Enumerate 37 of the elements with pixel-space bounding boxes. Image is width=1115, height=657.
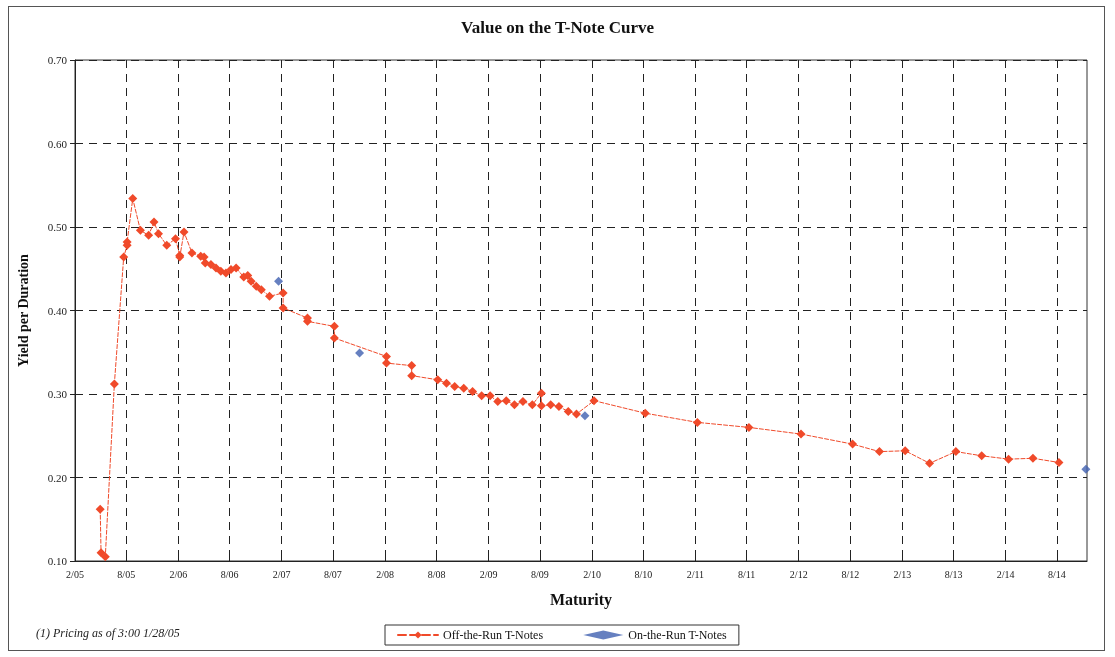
chart-title: Value on the T-Note Curve — [461, 18, 655, 37]
x-tick-label: 8/09 — [531, 568, 549, 580]
point — [580, 411, 590, 421]
x-tick-label: 2/13 — [893, 568, 912, 580]
x-tick-label: 8/10 — [634, 568, 653, 580]
x-tick-label: 2/09 — [479, 568, 498, 580]
x-axis-title: Maturity — [549, 590, 613, 609]
x-tick-label: 8/06 — [220, 568, 239, 580]
x-tick-label: 8/14 — [1048, 568, 1066, 580]
x-tick-label: 2/05 — [66, 568, 84, 580]
y-tick-label: 0.50 — [47, 221, 68, 233]
x-tick-label: 2/07 — [272, 568, 291, 580]
legend-label: On-the-Run T-Notes — [628, 628, 727, 642]
y-tick-label: 0.20 — [47, 471, 68, 484]
x-tick-label: 8/05 — [117, 568, 136, 580]
legend-label: Off-the-Run T-Notes — [443, 628, 544, 642]
y-tick-label: 0.40 — [47, 304, 68, 317]
point — [274, 276, 284, 286]
y-tick-label: 0.30 — [47, 388, 68, 400]
point — [1081, 464, 1091, 474]
x-tick-label: 2/06 — [169, 568, 188, 580]
y-tick-label: 0.10 — [47, 555, 68, 567]
x-tick-label: 2/10 — [583, 568, 601, 580]
point — [355, 348, 365, 358]
y-axis-title: Yield per Duration — [15, 253, 31, 367]
x-tick-label: 2/11 — [686, 568, 705, 580]
x-tick-label: 2/12 — [789, 568, 808, 580]
x-tick-label: 8/11 — [737, 568, 756, 580]
x-tick-label: 8/13 — [944, 568, 963, 580]
x-tick-label: 8/12 — [841, 568, 860, 580]
x-tick-label: 8/08 — [427, 568, 446, 580]
x-tick-label: 2/08 — [376, 568, 394, 580]
text: (1) Pricing as of 3:00 1/28/05 — [36, 626, 180, 641]
y-tick-label: 0.70 — [47, 54, 68, 66]
y-tick-label: 0.60 — [47, 137, 68, 150]
x-tick-label: 8/07 — [324, 568, 342, 580]
x-tick-label: 2/14 — [996, 568, 1015, 580]
